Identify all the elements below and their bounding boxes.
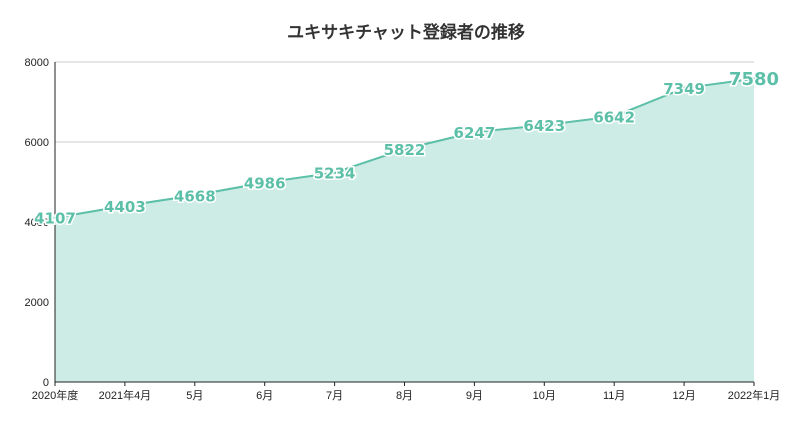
y-tick-label: 6000 bbox=[25, 137, 49, 149]
x-tick-label: 7月 bbox=[326, 390, 343, 402]
data-label: 4107 bbox=[34, 210, 76, 228]
data-label: 4668 bbox=[174, 187, 216, 205]
x-tick-label: 11月 bbox=[603, 390, 625, 402]
x-tick-label: 2021年4月 bbox=[99, 388, 152, 402]
data-label: 5234 bbox=[314, 165, 356, 183]
data-point bbox=[123, 204, 127, 208]
y-tick-label: 4000 bbox=[25, 217, 49, 229]
data-label: 7580 bbox=[729, 69, 779, 90]
chart-title: ユキサキチャット登録者の推移 bbox=[287, 22, 525, 43]
x-tick-label: 8月 bbox=[396, 390, 413, 402]
data-label: 6642 bbox=[593, 108, 635, 126]
data-point bbox=[263, 181, 267, 185]
data-label: 4403 bbox=[104, 198, 146, 216]
axes: 0 2000 4000 6000 8000 2020年度 2021年4月 5月 6月 7月 8月 9月… bbox=[25, 57, 781, 402]
data-point bbox=[333, 171, 337, 175]
data-point bbox=[682, 86, 686, 90]
area-layer bbox=[53, 77, 756, 383]
x-tick-label: 5月 bbox=[186, 390, 203, 402]
data-label: 5822 bbox=[384, 141, 426, 159]
x-tick-label: 9月 bbox=[466, 390, 483, 402]
area-fill bbox=[55, 78, 754, 383]
x-tick-label: 10月 bbox=[533, 390, 556, 402]
data-point bbox=[403, 147, 406, 151]
x-tick-label: 6月 bbox=[256, 390, 273, 402]
data-point bbox=[752, 77, 756, 81]
x-tick-label: 2022年1月 bbox=[728, 388, 781, 402]
x-tick-label: 12月 bbox=[672, 390, 695, 402]
x-tick-label: 2020年度 bbox=[32, 388, 78, 402]
data-label: 4986 bbox=[244, 175, 286, 193]
data-point bbox=[472, 130, 476, 134]
data-point bbox=[612, 114, 616, 118]
data-label: 7349 bbox=[663, 80, 705, 98]
data-point bbox=[542, 123, 546, 127]
y-tick-label: 0 bbox=[43, 377, 49, 389]
data-point bbox=[193, 193, 197, 197]
y-tick-label: 8000 bbox=[25, 57, 49, 69]
y-tick-label: 2000 bbox=[25, 297, 49, 309]
data-label: 6247 bbox=[454, 124, 496, 142]
data-labels: 4107 4403 4668 4986 5234 5822 6247 6423 6642 7349… bbox=[33, 67, 781, 229]
data-label: 6423 bbox=[523, 117, 565, 135]
